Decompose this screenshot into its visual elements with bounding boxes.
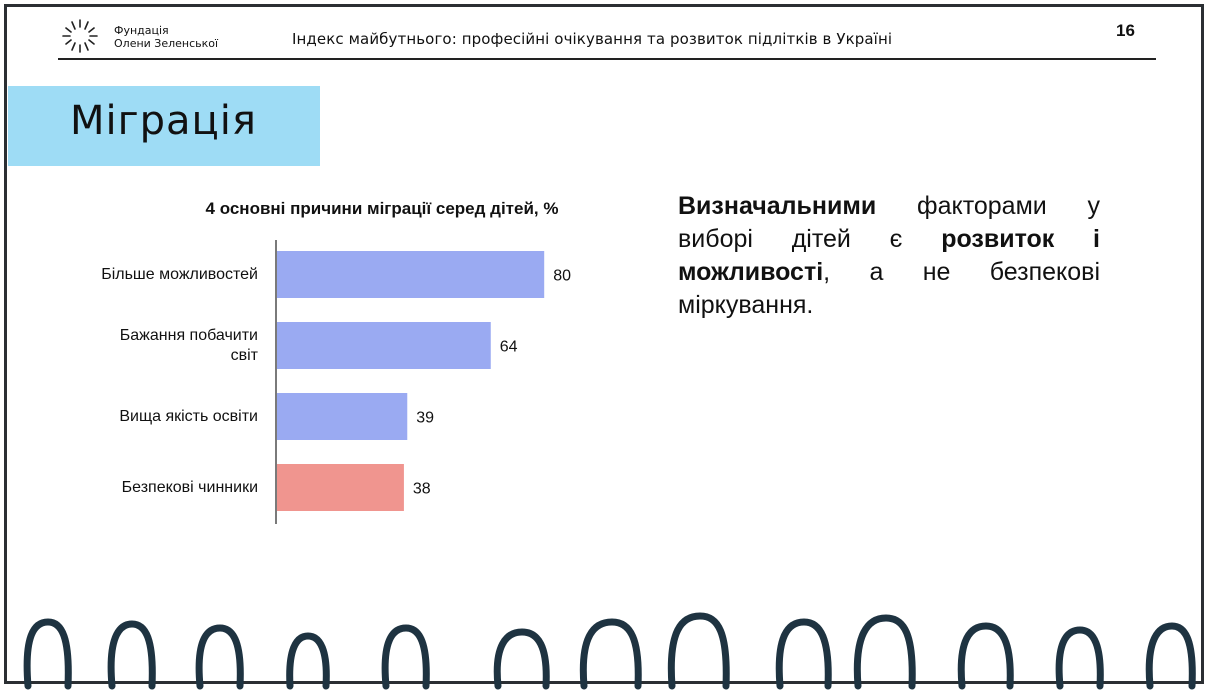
report-title: Індекс майбутнього: професійні очікуванн… bbox=[292, 30, 893, 48]
data-label-1: 64 bbox=[500, 339, 518, 356]
section-title: Міграція bbox=[70, 98, 257, 144]
foundation-logo-icon bbox=[62, 19, 98, 53]
callout-text-4: , а не безпекові міркування. bbox=[678, 258, 1100, 319]
org-line-2: Олени Зеленської bbox=[114, 37, 219, 50]
category-label-0: Більше можливостей bbox=[101, 265, 258, 283]
bar-0 bbox=[277, 251, 545, 298]
category-label-3: Безпекові чинники bbox=[121, 478, 258, 496]
category-label-2: Вища якість освіти bbox=[119, 407, 258, 425]
bar-2 bbox=[277, 393, 408, 440]
callout-bold-1: Визначальними bbox=[678, 192, 877, 220]
header-divider bbox=[58, 58, 1156, 60]
data-label-3: 38 bbox=[413, 481, 431, 498]
organization-name: Фундація Олени Зеленської bbox=[114, 24, 218, 50]
callout-text-2: факторами у виборі дітей є bbox=[678, 192, 1100, 253]
bar-3 bbox=[277, 464, 404, 511]
callout-bold-3: розвиток і можливості bbox=[678, 225, 1101, 286]
decorative-arches bbox=[23, 612, 1196, 690]
section-banner bbox=[8, 86, 320, 166]
data-label-0: 80 bbox=[553, 268, 571, 285]
category-label-1: Бажання побачити світ bbox=[119, 326, 258, 364]
key-finding-text: Визначальними факторами у виборі дітей є… bbox=[678, 190, 1100, 322]
chart-title: 4 основні причини міграції серед дітей, … bbox=[205, 199, 559, 218]
bar-1 bbox=[277, 322, 491, 369]
data-label-2: 39 bbox=[416, 410, 434, 427]
page-number: 16 bbox=[1116, 21, 1135, 40]
org-line-1: Фундація bbox=[114, 24, 169, 37]
